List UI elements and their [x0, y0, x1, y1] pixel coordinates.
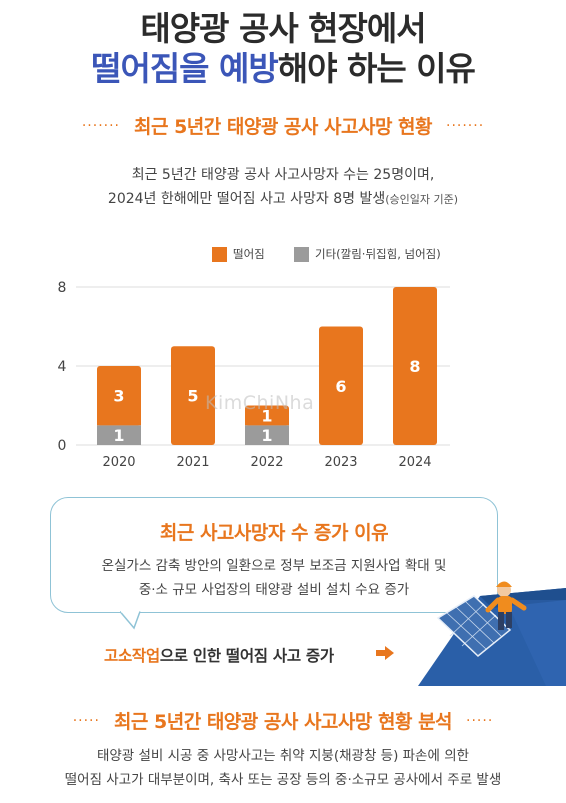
- callout-tail: [120, 610, 141, 630]
- x-tick-label-2024: 2024: [398, 455, 431, 470]
- callout-line-1: 온실가스 감축 방안의 일환으로 정부 보조금 지원사업 확대 및: [101, 558, 447, 574]
- stats-desc-main: 2024년 한해에만 떨어짐 사고 사망자 8명 발생: [107, 191, 386, 207]
- heading-dots-left: ·······: [81, 117, 120, 134]
- high-work-rest: 으로 인한 떨어짐 사고 증가: [159, 647, 334, 665]
- bar-value-label-2022-s1: 1: [261, 406, 272, 425]
- worker-figure: [485, 581, 527, 630]
- legend-swatch-other: [294, 246, 309, 262]
- section2-heading-label: 최근 5년간 태양광 공사 사고사망 현황 분석: [113, 711, 453, 733]
- heading2-dots-left: ·····: [72, 712, 100, 729]
- analysis-description: 태양광 설비 시공 중 사망사고는 취약 지붕(채광창 등) 파손에 의한 떨어…: [0, 744, 566, 792]
- x-tick-label-2020: 2020: [102, 455, 135, 470]
- title-rest: 해야 하는 이유: [277, 49, 476, 88]
- title-line-1: 태양광 공사 현장에서: [140, 9, 426, 48]
- bar-2023-s1: [319, 326, 363, 445]
- callout-line-2: 중·소 규모 사업장의 태양광 설비 설치 수요 증가: [138, 582, 410, 598]
- legend-swatch-fall: [212, 246, 227, 262]
- legend-label-fall: 떨어짐: [233, 247, 265, 261]
- y-tick-label-0: 0: [58, 438, 67, 454]
- bar-join-2020: [97, 421, 141, 426]
- stats-desc-line-1: 최근 5년간 태양광 공사 사고사망자 수는 25명이며,: [131, 167, 435, 183]
- worker-on-roof-icon: [418, 581, 566, 686]
- analysis-line-2: 떨어짐 사고가 대부분이며, 축사 또는 공장 등의 중·소규모 공사에서 주로…: [64, 772, 502, 788]
- section-heading-analysis: ····· 최근 5년간 태양광 공사 사고사망 현황 분석 ·····: [0, 707, 566, 734]
- stats-description: 최근 5년간 태양광 공사 사고사망자 수는 25명이며, 2024년 한해에만…: [0, 163, 566, 212]
- bar-2022-s1: [245, 405, 289, 426]
- bar-value-label-2024-s1: 8: [409, 357, 420, 376]
- legend-label-other: 기타(깔림·뒤집힘, 넘어짐): [315, 247, 441, 261]
- title-accent: 떨어짐을 예방: [91, 49, 279, 88]
- analysis-line-1: 태양광 설비 시공 중 사망사고는 취약 지붕(채광창 등) 파손에 의한: [96, 748, 470, 764]
- callout-title: 최근 사고사망자 수 증가 이유: [159, 522, 389, 544]
- x-tick-label-2022: 2022: [250, 455, 283, 470]
- heading2-dots-right: ·····: [466, 712, 494, 729]
- bar-2020-s0: [97, 425, 141, 445]
- watermark: KimChiNha: [205, 392, 315, 414]
- bar-2020-s1: [97, 366, 141, 426]
- callout-box: 최근 사고사망자 수 증가 이유 온실가스 감축 방안의 일환으로 정부 보조금…: [50, 497, 498, 613]
- stats-desc-note: (승인일자 기준): [385, 193, 459, 206]
- bar-2022-s0: [245, 425, 289, 445]
- section-heading-label: 최근 5년간 태양광 공사 사고사망 현황: [134, 116, 433, 138]
- x-tick-label-2023: 2023: [324, 455, 357, 470]
- stats-desc-line-2: 2024년 한해에만 떨어짐 사고 사망자 8명 발생(승인일자 기준): [0, 187, 566, 212]
- legend-item-fall: 떨어짐: [212, 246, 265, 262]
- high-work-highlight: 고소작업: [104, 647, 160, 665]
- callout-body: 온실가스 감축 방안의 일환으로 정부 보조금 지원사업 확대 및 중·소 규모…: [51, 554, 497, 602]
- high-work-statement: 고소작업으로 인한 떨어짐 사고 증가: [104, 644, 334, 666]
- legend-item-other: 기타(깔림·뒤집힘, 넘어짐): [294, 246, 441, 262]
- x-tick-label-2021: 2021: [176, 455, 209, 470]
- arrow-right-icon: [376, 646, 394, 660]
- bar-value-label-2020-s1: 3: [113, 387, 124, 406]
- bar-join-2022: [245, 421, 289, 426]
- bar-value-label-2020-s0: 1: [113, 426, 124, 445]
- title-line-2: 떨어짐을 예방해야 하는 이유: [0, 42, 566, 90]
- bar-value-label-2022-s0: 1: [261, 426, 272, 445]
- bar-value-label-2021-s1: 5: [187, 387, 198, 406]
- bar-value-label-2023-s1: 6: [335, 377, 346, 396]
- heading-dots-right: ·······: [446, 117, 485, 134]
- section-heading-stats: ······· 최근 5년간 태양광 공사 사고사망 현황 ·······: [0, 112, 566, 139]
- y-tick-label-8: 8: [58, 280, 67, 296]
- y-tick-label-4: 4: [58, 359, 67, 375]
- bar-2024-s1: [393, 287, 437, 445]
- bar-2021-s1: [171, 346, 215, 445]
